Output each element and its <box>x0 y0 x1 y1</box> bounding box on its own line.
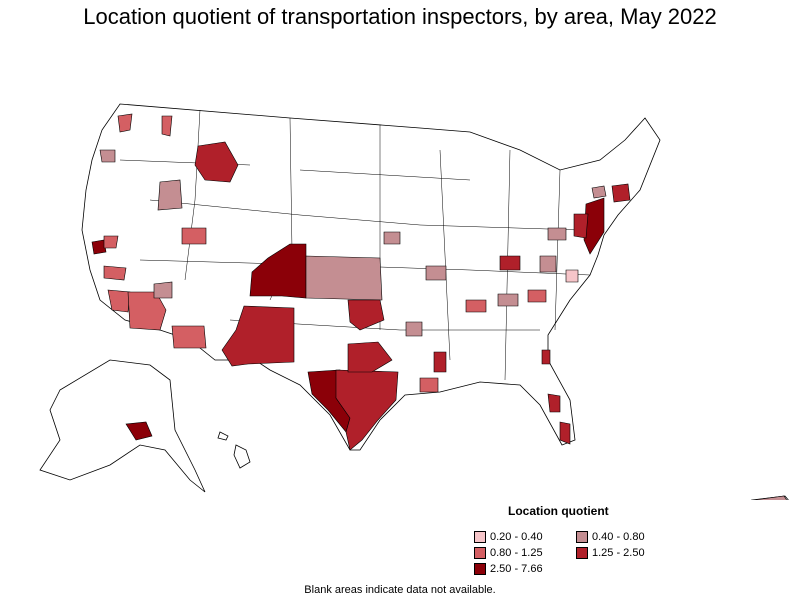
area-oregon-q080 <box>99 149 116 163</box>
area-pennsylvania-q080 <box>547 227 567 241</box>
legend-label: 0.40 - 0.80 <box>592 531 645 543</box>
area-iowa-q080 <box>383 231 401 245</box>
area-new-mexico-q250 <box>221 305 295 367</box>
legend-label: 0.20 - 0.40 <box>490 531 543 543</box>
area-maryland-q040 <box>565 269 579 283</box>
area-mississippi-q250 <box>433 351 447 373</box>
area-virginia-q080 <box>539 255 557 273</box>
legend-swatch <box>576 547 588 559</box>
area-missouri-q080 <box>425 265 447 281</box>
area-alaska-q766 <box>125 421 153 441</box>
area-nevada-q080 <box>153 281 173 299</box>
legend-item-2: 0.80 - 1.25 <box>474 547 543 559</box>
footnote: Blank areas indicate data not available. <box>304 584 496 596</box>
area-texas-central-q250 <box>335 369 399 451</box>
area-new-york-q250 <box>573 213 589 239</box>
area-arizona-south-q125 <box>171 325 207 349</box>
area-idaho-south-q080 <box>157 179 183 211</box>
area-arizona-north-q125 <box>127 291 167 331</box>
area-montana-q250 <box>194 141 239 183</box>
area-colorado-east-q766 <box>249 243 307 299</box>
legend-item-1: 0.40 - 0.80 <box>576 531 645 543</box>
area-ohio-valley-q250 <box>499 255 521 271</box>
area-tennessee-q125 <box>465 299 487 313</box>
legend-title: Location quotient <box>508 504 609 518</box>
alaska-outline <box>39 359 206 493</box>
legend-item-3: 1.25 - 2.50 <box>576 547 645 559</box>
area-louisiana-q125 <box>419 377 439 393</box>
hawaii-outline <box>217 431 251 469</box>
area-texas-north-q250 <box>347 341 393 373</box>
area-idaho-q125 <box>161 115 173 137</box>
legend-swatch <box>474 547 486 559</box>
area-bay-area-q766 <box>91 239 107 255</box>
legend-swatch <box>576 531 588 543</box>
area-kentucky-q080 <box>497 293 519 307</box>
us-choropleth-map <box>39 103 789 500</box>
legend-swatch <box>474 563 486 575</box>
area-sacramento-q125 <box>103 235 119 249</box>
area-arkansas-q080 <box>405 321 423 337</box>
area-kansas-q080 <box>305 255 383 301</box>
area-central-ca-q125 <box>103 265 127 281</box>
area-puerto-rico-q080 <box>753 495 788 500</box>
legend-item-0: 0.20 - 0.40 <box>474 531 543 543</box>
area-washington-q125 <box>117 113 133 133</box>
area-oklahoma-q250 <box>347 299 385 331</box>
area-georgia-coast-q250 <box>541 349 551 365</box>
legend-label: 1.25 - 2.50 <box>592 547 645 559</box>
area-florida-south-q250 <box>559 421 571 445</box>
map-title: Location quotient of transportation insp… <box>83 4 717 29</box>
area-southern-ca-q125 <box>107 289 131 313</box>
legend-item-4: 2.50 - 7.66 <box>474 563 543 575</box>
legend-swatch <box>474 531 486 543</box>
legend-label: 2.50 - 7.66 <box>490 563 543 575</box>
area-north-carolina-q125 <box>527 289 547 303</box>
area-florida-q250 <box>547 393 561 413</box>
area-new-england-q250 <box>611 183 631 203</box>
legend-label: 0.80 - 1.25 <box>490 547 543 559</box>
area-new-york-upstate-q080 <box>591 185 607 199</box>
area-colorado-q125 <box>181 227 207 245</box>
